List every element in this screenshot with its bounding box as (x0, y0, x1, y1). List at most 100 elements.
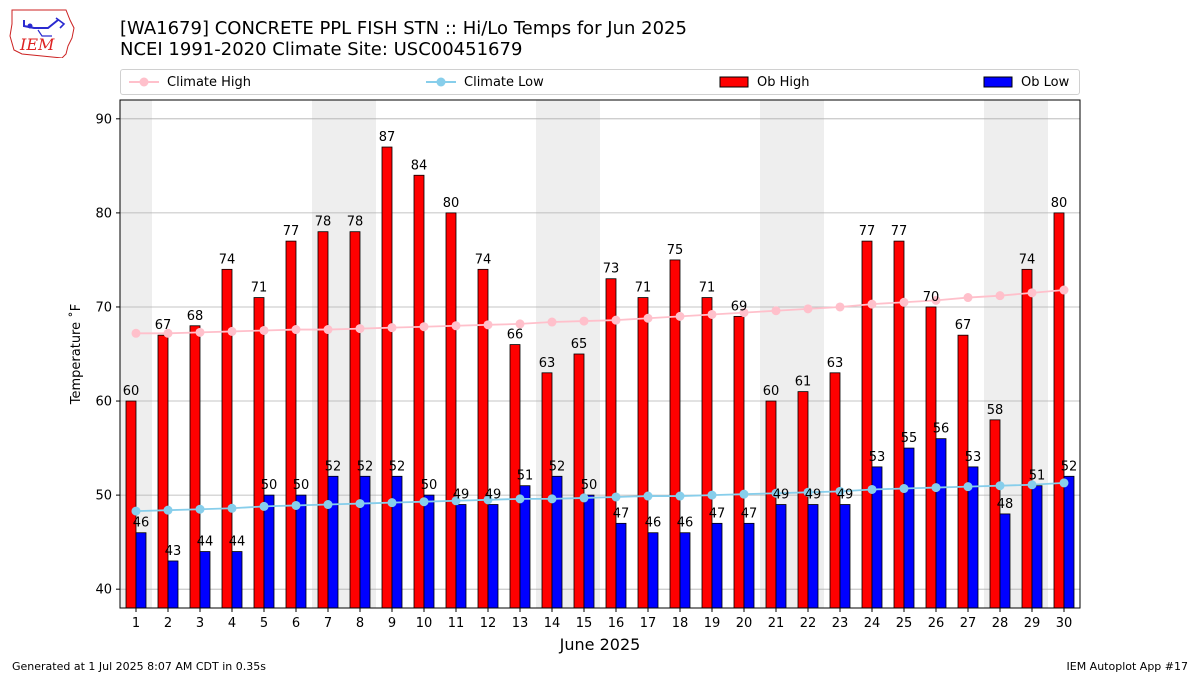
ob-low-bar (231, 551, 243, 609)
ob-low-value-label: 49 (773, 488, 790, 503)
climate-low-point (675, 491, 685, 501)
climate-high-point (547, 317, 557, 327)
x-tick-label: 23 (832, 616, 849, 631)
ob-low-bar (199, 551, 211, 609)
chart-legend: Climate High Climate Low Ob High Ob Low (120, 69, 1080, 95)
x-tick-label: 4 (228, 616, 236, 631)
climate-high-line (136, 289, 1065, 335)
ob-high-value-label: 77 (283, 224, 300, 239)
ob-high-value-label: 63 (827, 356, 844, 371)
ob-high-bar (541, 372, 553, 609)
x-tick-label: 26 (928, 616, 945, 631)
y-tick-label: 50 (95, 489, 112, 504)
ob-low-value-label: 50 (421, 478, 438, 493)
ob-high-value-label: 78 (347, 215, 364, 230)
ob-high-bar (1021, 268, 1033, 609)
climate-high-point (899, 297, 909, 307)
climate-low-point (803, 487, 813, 497)
climate-high-point (451, 321, 461, 331)
ob-high-bar (349, 231, 361, 609)
climate-low-point (963, 482, 973, 492)
ob-low-value-label: 52 (357, 459, 374, 474)
climate-low-point (195, 504, 205, 514)
ob-low-value-label: 44 (229, 535, 246, 550)
ob-low-bar (263, 494, 275, 609)
ob-low-value-label: 47 (709, 506, 726, 521)
x-tick-label: 9 (388, 616, 396, 631)
legend-ob-low: Ob Low (983, 70, 1069, 94)
x-tick-label: 29 (1024, 616, 1041, 631)
ob-high-bar (477, 268, 489, 609)
climate-high-point (771, 306, 781, 316)
ob-high-bar (317, 231, 329, 609)
ob-high-value-label: 80 (1051, 196, 1068, 211)
ob-low-bar (455, 504, 467, 609)
climate-high-point (195, 327, 205, 337)
ob-low-bar (519, 485, 531, 609)
climate-high-point (355, 324, 365, 334)
ob-low-bar (487, 504, 499, 609)
climate-high-point (963, 293, 973, 303)
ob-high-value-label: 67 (955, 318, 972, 333)
plot-frame (119, 99, 1081, 609)
x-tick-label: 21 (768, 616, 785, 631)
ob-high-value-label: 74 (475, 252, 492, 267)
ob-high-value-label: 71 (699, 281, 716, 296)
ob-high-bar (765, 400, 777, 609)
climate-low-point (771, 488, 781, 498)
ob-high-bar (701, 297, 713, 609)
iem-logo-text: IEM (19, 35, 55, 54)
ob-low-value-label: 49 (485, 488, 502, 503)
x-axis-label: June 2025 (559, 635, 641, 654)
ob-high-value-label: 78 (315, 215, 332, 230)
ob-high-bar (285, 240, 297, 609)
ob-high-value-label: 77 (859, 224, 876, 239)
x-tick-label: 13 (512, 616, 529, 631)
climate-low-point (131, 506, 141, 516)
ob-high-value-label: 58 (987, 403, 1004, 418)
climate-low-point (483, 495, 493, 505)
x-tick-label: 6 (292, 616, 300, 631)
y-tick-label: 80 (95, 206, 112, 221)
ob-high-bar (861, 240, 873, 609)
climate-low-point (387, 498, 397, 508)
climate-high-point (323, 325, 333, 335)
climate-high-point (163, 328, 173, 338)
ob-low-value-label: 46 (645, 516, 662, 531)
y-tick-label: 70 (95, 300, 112, 315)
ob-low-value-label: 56 (933, 422, 950, 437)
ob-high-bar (157, 334, 169, 609)
ob-low-bar (743, 522, 755, 609)
climate-high-point (867, 299, 877, 309)
ob-low-value-label: 53 (869, 450, 886, 465)
ob-low-bar (775, 504, 787, 609)
x-tick-label: 3 (196, 616, 204, 631)
ob-high-bar (957, 334, 969, 609)
iem-logo: IEM (8, 6, 80, 59)
climate-low-point (163, 505, 173, 515)
x-tick-label: 16 (608, 616, 625, 631)
x-tick-label: 19 (704, 616, 721, 631)
climate-low-line (135, 481, 1065, 513)
x-tick-label: 17 (640, 616, 657, 631)
climate-high-point (1027, 288, 1037, 298)
ob-low-value-label: 52 (325, 459, 342, 474)
ob-low-bar (135, 532, 147, 609)
ob-low-value-label: 43 (165, 544, 182, 559)
legend-ob-high: Ob High (719, 70, 810, 94)
x-tick-label: 11 (448, 616, 465, 631)
ob-low-bar (711, 522, 723, 609)
ob-low-value-label: 49 (453, 488, 470, 503)
x-tick-label: 20 (736, 616, 753, 631)
ob-low-value-label: 49 (805, 488, 822, 503)
climate-low-point (835, 486, 845, 496)
ob-high-value-label: 73 (603, 262, 620, 277)
ob-high-value-label: 75 (667, 243, 684, 258)
x-tick-label: 8 (356, 616, 364, 631)
climate-high-point (995, 291, 1005, 301)
ob-high-value-label: 65 (571, 337, 588, 352)
ob-high-bar (1053, 212, 1065, 609)
climate-high-point (803, 304, 813, 314)
climate-high-point (515, 319, 525, 329)
